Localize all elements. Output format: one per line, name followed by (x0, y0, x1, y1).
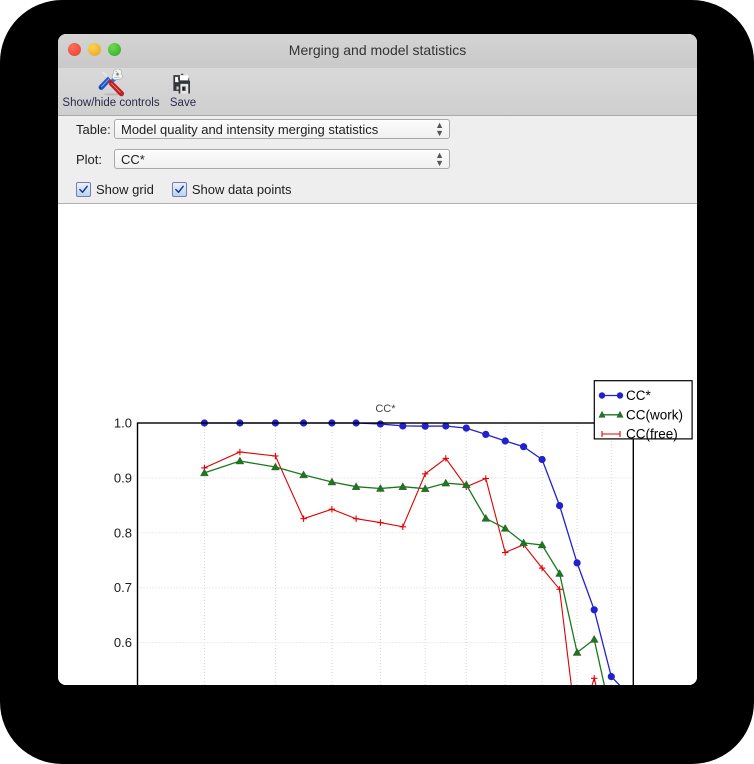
svg-text:0.7: 0.7 (114, 580, 132, 595)
svg-text:CC(free): CC(free) (626, 427, 678, 442)
svg-text:1.0: 1.0 (114, 416, 132, 431)
svg-text:0.9: 0.9 (114, 470, 132, 485)
svg-text:CC*: CC* (626, 388, 651, 403)
svg-text:CC*: CC* (375, 403, 396, 415)
svg-text:0.6: 0.6 (114, 635, 132, 650)
svg-text:0.8: 0.8 (114, 525, 132, 540)
svg-text:CC(work): CC(work) (626, 407, 683, 422)
